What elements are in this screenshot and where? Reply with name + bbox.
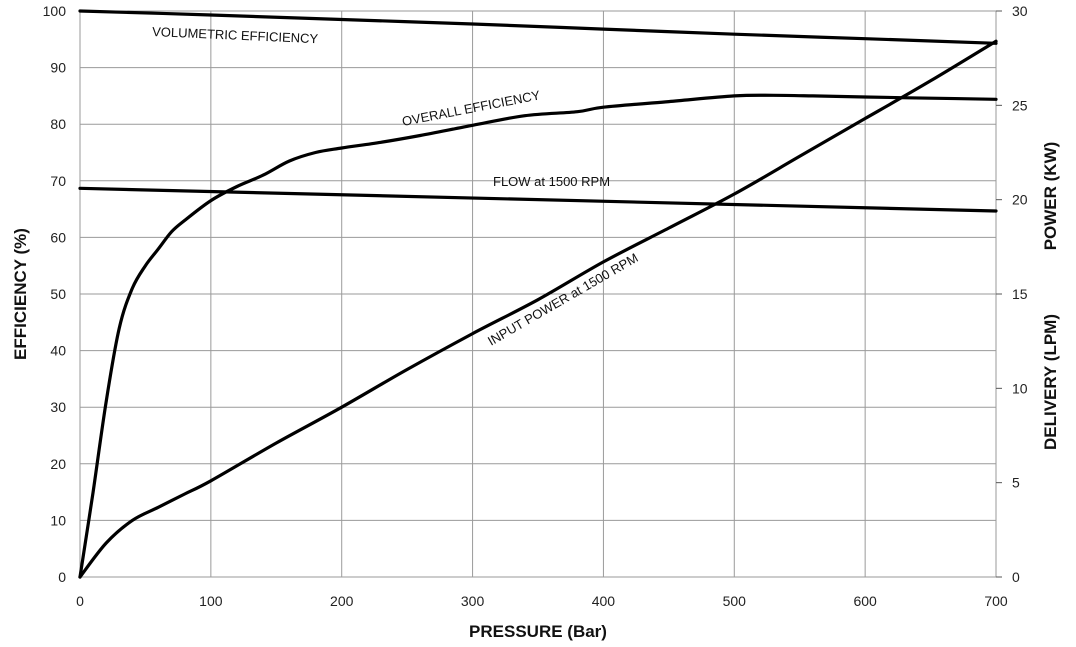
y-left-tick-label: 70	[50, 173, 66, 189]
y-axis-right-delivery-title: DELIVERY (LPM)	[1041, 314, 1060, 450]
y-left-tick-label: 40	[50, 343, 66, 359]
label-overall-efficiency: OVERALL EFFICIENCY	[401, 87, 542, 129]
label-input-power: INPUT POWER at 1500 RPM	[485, 250, 641, 348]
y-axis-left-title: EFFICIENCY (%)	[11, 228, 30, 360]
y-right-tick-label: 25	[1012, 97, 1028, 113]
y-left-tick-label: 90	[50, 60, 66, 76]
series-line-overall-efficiency	[78, 93, 998, 579]
x-tick-label: 600	[853, 593, 877, 609]
x-tick-label: 100	[199, 593, 223, 609]
x-tick-label: 300	[461, 593, 485, 609]
x-axis-title: PRESSURE (Bar)	[469, 622, 607, 641]
y-left-tick-label: 60	[50, 229, 66, 245]
x-tick-label: 500	[723, 593, 747, 609]
series-line-input-power-at-1500-rpm	[78, 39, 998, 579]
label-volumetric-efficiency: VOLUMETRIC EFFICIENCY	[152, 24, 319, 46]
y-right-tick-label: 10	[1012, 380, 1028, 396]
x-tick-label: 700	[984, 593, 1008, 609]
x-tick-label: 200	[330, 593, 354, 609]
y-right-tick-label: 5	[1012, 475, 1020, 491]
y-axis-right-power-title: POWER (KW)	[1041, 142, 1060, 251]
y-left-tick-label: 80	[50, 116, 66, 132]
y-left-tick-label: 0	[58, 569, 66, 585]
y-left-tick-label: 30	[50, 399, 66, 415]
y-right-tick-label: 20	[1012, 192, 1028, 208]
curves	[78, 9, 998, 579]
series-line-volumetric-efficiency	[78, 9, 998, 45]
x-tick-label: 0	[76, 593, 84, 609]
x-tick-label: 400	[592, 593, 616, 609]
label-flow: FLOW at 1500 RPM	[493, 174, 610, 189]
y-left-tick-label: 50	[50, 286, 66, 302]
y-left-tick-label: 10	[50, 512, 66, 528]
y-left-tick-label: 100	[43, 3, 67, 19]
y-right-tick-label: 15	[1012, 286, 1028, 302]
series-line-flow-at-1500-rpm	[78, 186, 998, 213]
y-right-tick-label: 30	[1012, 3, 1028, 19]
y-left-tick-label: 20	[50, 456, 66, 472]
y-right-tick-label: 0	[1012, 569, 1020, 585]
grid	[79, 10, 997, 578]
